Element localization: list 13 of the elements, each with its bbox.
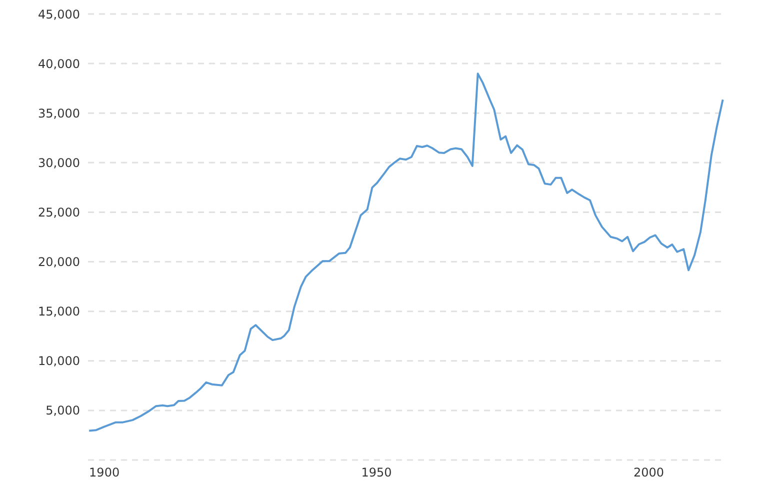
- line-series: [88, 72, 724, 432]
- y-tick-label: 5,000: [46, 404, 80, 418]
- y-tick-label: 25,000: [38, 205, 80, 220]
- y-tick-label: 10,000: [38, 354, 80, 368]
- y-tick-label: 15,000: [38, 304, 80, 319]
- x-tick-label: 2000: [634, 466, 664, 480]
- y-tick-label: 30,000: [38, 156, 80, 170]
- y-tick-label: 40,000: [38, 56, 80, 71]
- y-tick-label: 35,000: [38, 106, 80, 120]
- x-tick-label: 1900: [89, 466, 120, 480]
- x-tick-label: 1950: [361, 466, 392, 480]
- y-tick-label: 45,000: [38, 7, 80, 22]
- y-tick-label: 20,000: [38, 255, 80, 270]
